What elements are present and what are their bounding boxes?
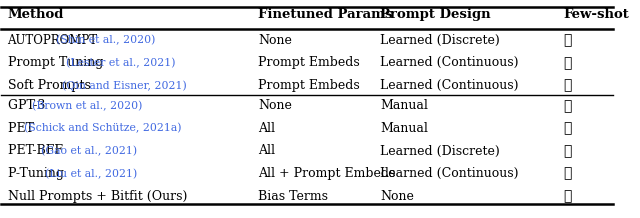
Text: GPT-3: GPT-3: [8, 99, 49, 112]
Text: None: None: [258, 34, 292, 47]
Text: (Liu et al., 2021): (Liu et al., 2021): [45, 168, 137, 179]
Text: Manual: Manual: [380, 99, 428, 112]
Text: None: None: [380, 190, 414, 203]
Text: AUTOPROMPT: AUTOPROMPT: [8, 34, 101, 47]
Text: Bias Terms: Bias Terms: [258, 190, 328, 203]
Text: ✓: ✓: [564, 121, 572, 135]
Text: P-Tuning: P-Tuning: [8, 167, 67, 180]
Text: Learned (Discrete): Learned (Discrete): [380, 145, 500, 157]
Text: All + Prompt Embeds: All + Prompt Embeds: [258, 167, 396, 180]
Text: (Brown et al., 2020): (Brown et al., 2020): [33, 100, 143, 111]
Text: Learned (Discrete): Learned (Discrete): [380, 34, 500, 47]
Text: All: All: [258, 122, 275, 135]
Text: PET-BFF: PET-BFF: [8, 145, 67, 157]
Text: (Gao et al., 2021): (Gao et al., 2021): [41, 146, 137, 156]
Text: Learned (Continuous): Learned (Continuous): [380, 56, 519, 69]
Text: ✓: ✓: [564, 99, 572, 113]
Text: ✓: ✓: [564, 144, 572, 158]
Text: Learned (Continuous): Learned (Continuous): [380, 167, 519, 180]
Text: PET: PET: [8, 122, 38, 135]
Text: All: All: [258, 145, 275, 157]
Text: (Schick and Schütze, 2021a): (Schick and Schütze, 2021a): [24, 123, 182, 134]
Text: ✗: ✗: [564, 78, 572, 92]
Text: (Lester et al., 2021): (Lester et al., 2021): [66, 58, 175, 68]
Text: None: None: [258, 99, 292, 112]
Text: ✗: ✗: [564, 56, 572, 70]
Text: ✗: ✗: [564, 33, 572, 47]
Text: Prompt Embeds: Prompt Embeds: [258, 79, 360, 92]
Text: Learned (Continuous): Learned (Continuous): [380, 79, 519, 92]
Text: Prompt Embeds: Prompt Embeds: [258, 56, 360, 69]
Text: (Qin and Eisner, 2021): (Qin and Eisner, 2021): [61, 80, 186, 91]
Text: Prompt Tuning: Prompt Tuning: [8, 56, 107, 69]
Text: Finetuned Params: Finetuned Params: [258, 8, 392, 21]
Text: Method: Method: [8, 8, 64, 21]
Text: Null Prompts + Bitfit (Ours): Null Prompts + Bitfit (Ours): [8, 190, 187, 203]
Text: Few-shot: Few-shot: [564, 8, 629, 21]
Text: Soft Prompts: Soft Prompts: [8, 79, 94, 92]
Text: ✓: ✓: [564, 167, 572, 181]
Text: ✓: ✓: [564, 189, 572, 203]
Text: Manual: Manual: [380, 122, 428, 135]
Text: (Shin et al., 2020): (Shin et al., 2020): [56, 35, 155, 45]
Text: Prompt Design: Prompt Design: [380, 8, 491, 21]
